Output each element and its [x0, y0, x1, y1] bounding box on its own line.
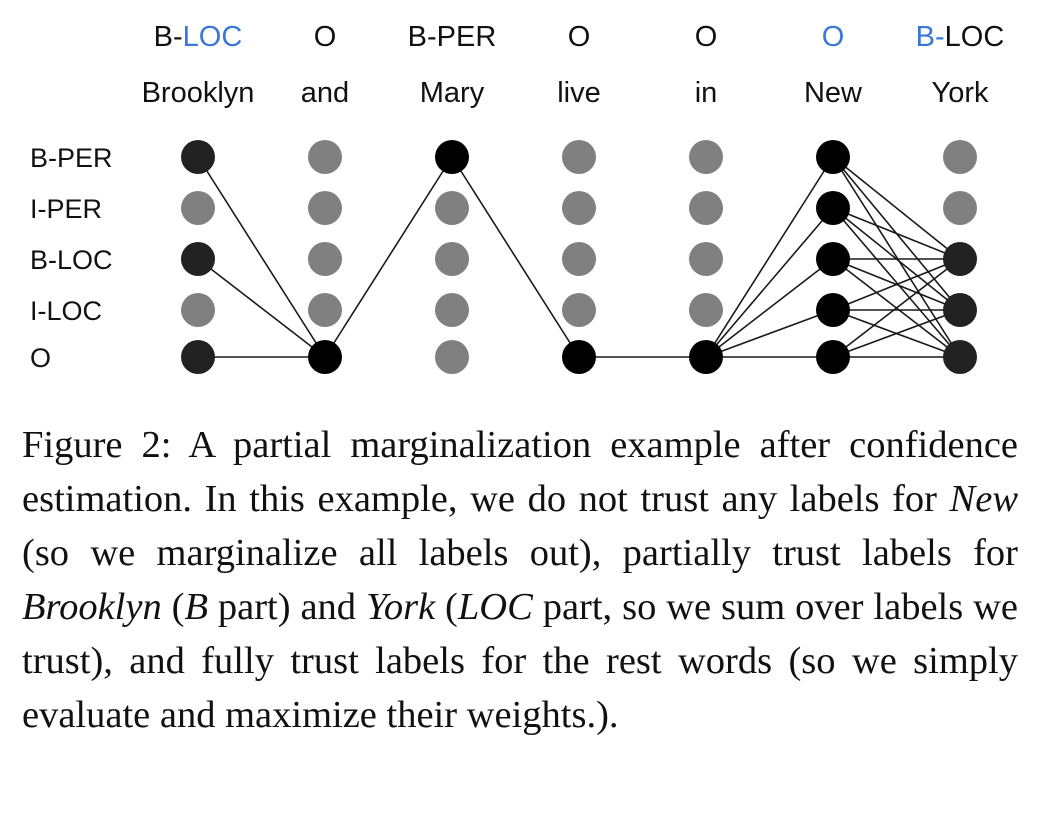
- inactive-node: [308, 293, 342, 327]
- caption-text-3: (: [161, 586, 185, 628]
- word-label: York: [932, 77, 989, 109]
- inactive-node: [435, 242, 469, 276]
- inactive-node: [562, 191, 596, 225]
- tag-prefix: B-: [154, 21, 183, 53]
- inactive-node: [308, 140, 342, 174]
- inactive-node: [308, 242, 342, 276]
- caption-emphasis-b: B: [184, 586, 208, 628]
- word-label: Mary: [420, 77, 485, 109]
- active-node: [816, 191, 850, 225]
- edge: [705, 309, 834, 358]
- tag-prefix: O: [695, 21, 718, 53]
- row-label: B-PER: [30, 143, 113, 173]
- tag-prefix: O: [568, 21, 591, 53]
- tag-suffix: LOC: [183, 21, 243, 53]
- word-label: Brooklyn: [142, 77, 255, 109]
- row-label: B-LOC: [30, 245, 113, 275]
- inactive-node: [689, 191, 723, 225]
- word-label: and: [301, 77, 349, 109]
- word-labels: Brooklyn and Mary live in New York: [142, 77, 989, 109]
- tag-label: O: [695, 21, 718, 53]
- tag-label: B-LOC: [154, 21, 243, 53]
- inactive-node: [562, 242, 596, 276]
- figure-caption: Figure 2: A partial marginalization exam…: [22, 418, 1018, 742]
- edge: [324, 156, 453, 358]
- active-node: [816, 242, 850, 276]
- word-label: in: [695, 77, 718, 109]
- inactive-node: [943, 140, 977, 174]
- active-node: [943, 293, 977, 327]
- active-node: [181, 140, 215, 174]
- edge: [832, 156, 961, 358]
- edge: [832, 258, 961, 358]
- nodes: [181, 140, 977, 374]
- tag-prefix: O: [822, 21, 845, 53]
- active-node: [816, 293, 850, 327]
- edge: [832, 207, 961, 260]
- caption-emphasis-york: York: [365, 586, 436, 628]
- active-node: [816, 140, 850, 174]
- edge: [451, 156, 580, 358]
- inactive-node: [689, 293, 723, 327]
- active-node: [562, 340, 596, 374]
- active-node: [181, 242, 215, 276]
- tag-labels: B-LOC O B-PER O O O B-LOC: [154, 21, 1005, 53]
- caption-text-5: (: [435, 586, 458, 628]
- active-node: [816, 340, 850, 374]
- inactive-node: [562, 140, 596, 174]
- edge: [832, 156, 961, 260]
- inactive-node: [435, 340, 469, 374]
- inactive-node: [435, 293, 469, 327]
- tag-label: O: [314, 21, 337, 53]
- caption-text-6: part, so we sum over labels we trust), a…: [22, 586, 1019, 736]
- caption-text-1: Figure 2: A partial marginalization exam…: [22, 424, 1018, 520]
- inactive-node: [181, 293, 215, 327]
- active-node: [435, 140, 469, 174]
- caption-text-4: part) and: [207, 586, 366, 628]
- active-node: [181, 340, 215, 374]
- caption-emphasis-brooklyn: Brooklyn: [22, 586, 162, 628]
- inactive-node: [562, 293, 596, 327]
- edge: [832, 207, 961, 358]
- inactive-node: [689, 140, 723, 174]
- inactive-node: [689, 242, 723, 276]
- word-label: live: [557, 77, 601, 109]
- inactive-node: [943, 191, 977, 225]
- caption-emphasis-loc: LOC: [457, 586, 533, 628]
- edge: [705, 207, 834, 358]
- tag-prefix: O: [314, 21, 337, 53]
- active-node: [943, 340, 977, 374]
- edge: [832, 309, 961, 358]
- tag-label: B-PER: [408, 21, 497, 53]
- edge: [705, 258, 834, 358]
- edge: [832, 258, 961, 311]
- active-node: [308, 340, 342, 374]
- active-node: [943, 242, 977, 276]
- tag-suffix: LOC: [945, 21, 1005, 53]
- tag-prefix: B-PER: [408, 21, 497, 53]
- edge: [705, 156, 834, 358]
- inactive-node: [181, 191, 215, 225]
- edge: [197, 258, 326, 358]
- edge: [197, 156, 326, 358]
- inactive-node: [435, 191, 469, 225]
- tag-label: O: [822, 21, 845, 53]
- tag-label: B-LOC: [916, 21, 1005, 53]
- active-node: [689, 340, 723, 374]
- row-label: I-PER: [30, 194, 102, 224]
- tag-label: O: [568, 21, 591, 53]
- caption-text-2: (so we marginalize all labels out), part…: [22, 532, 1018, 574]
- edges: [197, 156, 961, 358]
- row-labels: B-PER I-PER B-LOC I-LOC O: [30, 143, 113, 373]
- word-label: New: [804, 77, 863, 109]
- row-label: O: [30, 343, 51, 373]
- row-label: I-LOC: [30, 296, 102, 326]
- inactive-node: [308, 191, 342, 225]
- tag-prefix: B-: [916, 21, 945, 53]
- caption-emphasis-new: New: [949, 478, 1018, 520]
